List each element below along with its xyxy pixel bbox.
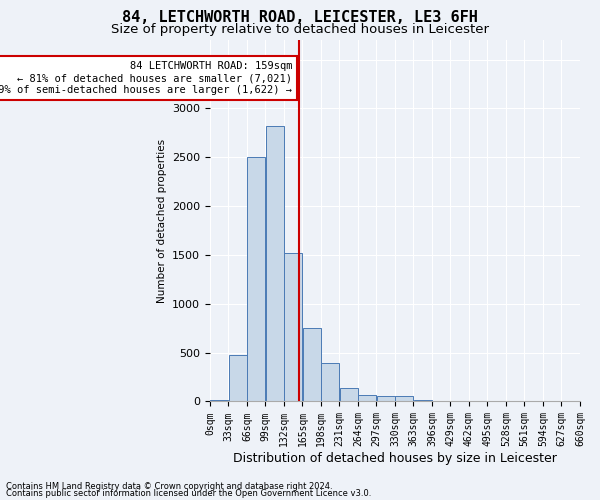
Bar [377, 396, 395, 402]
Bar [210, 400, 228, 402]
Text: Contains HM Land Registry data © Crown copyright and database right 2024.: Contains HM Land Registry data © Crown c… [6, 482, 332, 491]
Bar [321, 364, 340, 402]
Bar [284, 253, 302, 402]
Text: Contains public sector information licensed under the Open Government Licence v3: Contains public sector information licen… [6, 488, 371, 498]
Bar [358, 394, 376, 402]
Text: 84 LETCHWORTH ROAD: 159sqm
← 81% of detached houses are smaller (7,021)
19% of s: 84 LETCHWORTH ROAD: 159sqm ← 81% of deta… [0, 62, 292, 94]
Bar [266, 126, 284, 402]
Bar [340, 388, 358, 402]
Text: Size of property relative to detached houses in Leicester: Size of property relative to detached ho… [111, 22, 489, 36]
Bar [302, 328, 321, 402]
Bar [229, 354, 247, 402]
X-axis label: Distribution of detached houses by size in Leicester: Distribution of detached houses by size … [233, 452, 557, 465]
Y-axis label: Number of detached properties: Number of detached properties [157, 138, 167, 303]
Text: 84, LETCHWORTH ROAD, LEICESTER, LE3 6FH: 84, LETCHWORTH ROAD, LEICESTER, LE3 6FH [122, 10, 478, 25]
Bar [413, 400, 432, 402]
Bar [395, 396, 413, 402]
Bar [247, 157, 265, 402]
